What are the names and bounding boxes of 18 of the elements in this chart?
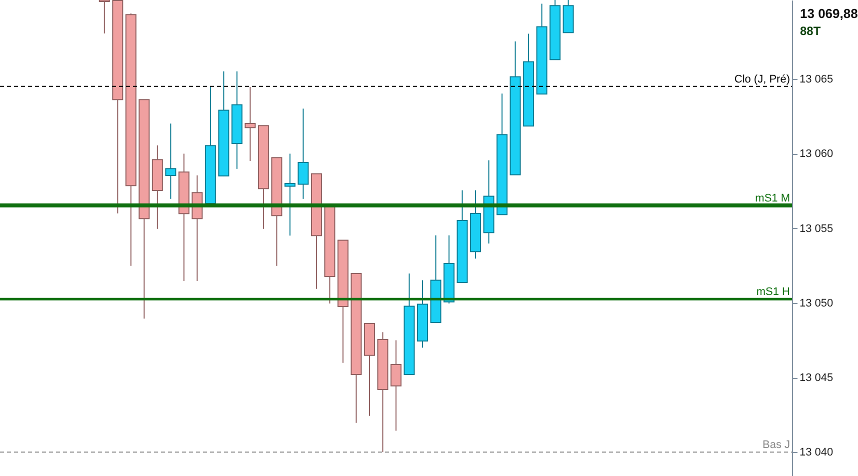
y-tick-label: 13 065 — [800, 74, 834, 86]
ref-line-label: Bas J — [762, 439, 790, 452]
text: 88T — [800, 24, 822, 38]
y-tick-label: 13 040 — [800, 446, 834, 459]
y-tick-label: 13 060 — [800, 148, 834, 160]
candlestick — [98, 0, 110, 34]
candlestick — [165, 123, 176, 200]
text: 13 069,88 — [800, 6, 858, 21]
candlestick — [244, 86, 256, 162]
y-tick-label: 13 055 — [800, 222, 834, 235]
candlestick — [390, 340, 402, 432]
y-tick-label: 13 045 — [800, 372, 834, 384]
y-tick-label: 13 050 — [800, 297, 834, 310]
ref-line-label: mS1 H — [756, 286, 790, 298]
ref-line-label: mS1 M — [755, 192, 790, 204]
candlestick — [284, 153, 296, 236]
candlestick — [298, 108, 309, 200]
ref-line-label: Clo (J, Pré) — [734, 73, 790, 86]
